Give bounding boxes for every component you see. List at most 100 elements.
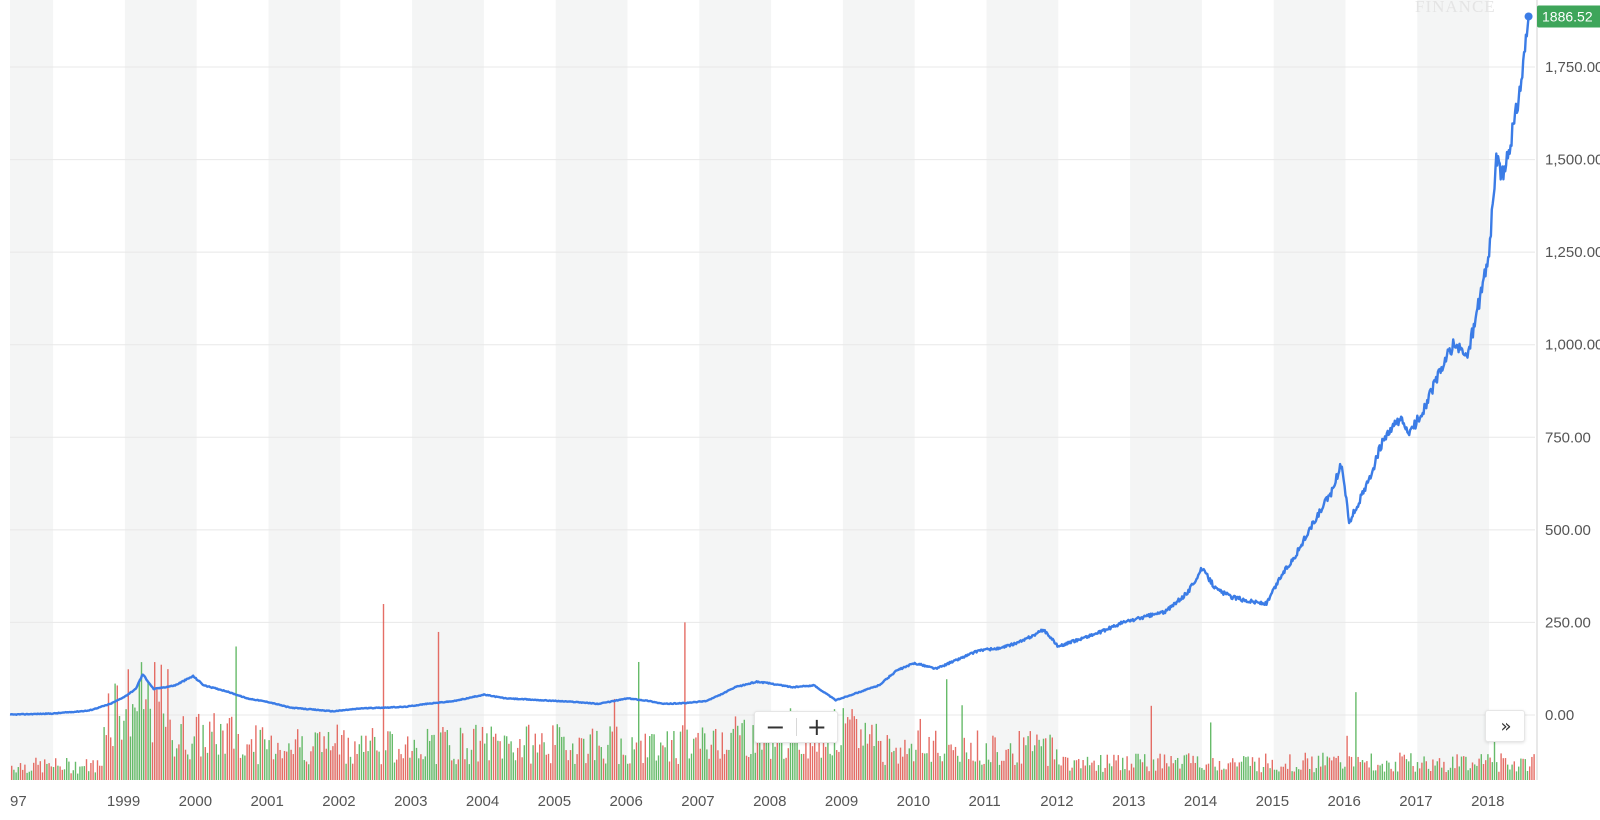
volume-bar: [981, 764, 983, 780]
volume-bar: [1458, 766, 1460, 780]
volume-bar: [299, 747, 301, 780]
volume-bar: [101, 765, 103, 780]
volume-bar: [1357, 756, 1359, 780]
volume-bar: [250, 739, 253, 780]
volume-bar: [1282, 766, 1284, 780]
volume-bar: [433, 734, 435, 780]
volume-bar: [44, 759, 46, 780]
volume-bar: [666, 731, 668, 780]
year-band: [268, 0, 341, 780]
volume-bar: [1051, 737, 1053, 780]
volume-bar: [281, 758, 283, 780]
volume-bar: [1403, 754, 1405, 780]
volume-bar: [525, 726, 528, 780]
volume-bar: [594, 760, 596, 780]
volume-bar: [61, 769, 63, 780]
gridlines: [10, 66, 1535, 716]
volume-bar: [48, 763, 50, 780]
volume-bar: [371, 728, 374, 780]
volume-bar: [486, 733, 488, 780]
volume-bar: [180, 724, 182, 780]
volume-bar: [1130, 763, 1133, 780]
expand-chart-button[interactable]: »: [1485, 710, 1525, 742]
zoom-out-button[interactable]: −: [765, 713, 786, 741]
volume-bar: [264, 739, 266, 780]
volume-bar: [706, 749, 708, 780]
volume-bar: [189, 759, 191, 780]
volume-bar: [708, 758, 710, 780]
volume-bar: [536, 752, 539, 780]
volume-bar: [1005, 749, 1007, 780]
volume-bar: [842, 708, 844, 780]
zoom-in-button[interactable]: +: [806, 713, 827, 741]
volume-bar: [937, 752, 939, 780]
volume-bar: [215, 744, 217, 780]
volume-bar: [990, 762, 992, 780]
volume-bar: [497, 740, 499, 780]
volume-bar: [1097, 765, 1100, 780]
x-tick-label: 2002: [322, 793, 355, 810]
volume-bar: [756, 711, 759, 780]
x-tick-label: 1999: [107, 793, 140, 810]
y-tick-label: 1,500.00: [1545, 152, 1600, 169]
volume-bar: [1443, 761, 1445, 780]
volume-bar: [59, 766, 61, 780]
volume-bar: [369, 740, 371, 780]
volume-bar: [770, 758, 772, 780]
volume-bar: [585, 763, 587, 780]
volume-bar: [173, 756, 176, 780]
volume-bar: [739, 735, 741, 780]
volume-bar: [114, 683, 116, 780]
year-band: [124, 0, 197, 780]
volume-bar: [1027, 736, 1029, 780]
volume-bar: [1423, 756, 1425, 780]
volume-bar: [393, 762, 396, 780]
volume-bar: [1311, 756, 1313, 780]
volume-bar: [752, 725, 754, 780]
volume-bar: [1524, 759, 1526, 780]
volume-bar: [70, 773, 72, 780]
volume-bar: [1218, 760, 1221, 780]
x-tick-label: 2001: [250, 793, 283, 810]
last-price-label: 1886.52: [1542, 8, 1593, 24]
volume-bar: [1377, 764, 1379, 780]
volume-bar: [1062, 756, 1064, 780]
year-bands: [10, 0, 1490, 780]
volume-bar: [600, 747, 602, 780]
volume-bar: [28, 771, 30, 780]
volume-bar: [1256, 771, 1258, 780]
volume-bar: [1342, 768, 1344, 780]
volume-bar: [809, 719, 811, 780]
volume-bar: [891, 752, 893, 780]
x-tick-label: 2015: [1256, 793, 1289, 810]
volume-bar: [1276, 769, 1278, 780]
volume-bar: [869, 734, 871, 780]
year-band: [986, 0, 1059, 780]
volume-bar: [1152, 759, 1155, 780]
volume-bar: [1467, 770, 1469, 780]
volume-bar: [886, 735, 888, 780]
volume-bar: [292, 754, 294, 780]
y-tick-label: 1,000.00: [1545, 337, 1600, 354]
volume-bar: [1249, 765, 1251, 780]
volume-bar: [413, 739, 415, 780]
volume-bar: [1346, 735, 1348, 780]
volume-bar: [116, 685, 118, 780]
volume-bar: [985, 743, 987, 780]
volume-bar: [160, 664, 162, 780]
volume-bar: [451, 760, 453, 780]
volume-bar: [1399, 752, 1401, 780]
volume-bar: [589, 734, 591, 780]
volume-bar: [200, 756, 202, 780]
finance-watermark: FINANCE: [1415, 0, 1496, 16]
volume-bar: [776, 719, 778, 780]
volume-bar: [112, 746, 114, 780]
volume-bar: [501, 758, 503, 780]
volume-bar: [798, 749, 800, 780]
volume-bar: [1238, 762, 1240, 780]
volume-bar: [1507, 764, 1509, 780]
volume-bar: [662, 745, 664, 780]
volume-bar: [1003, 760, 1005, 780]
volume-bar: [1007, 749, 1009, 780]
